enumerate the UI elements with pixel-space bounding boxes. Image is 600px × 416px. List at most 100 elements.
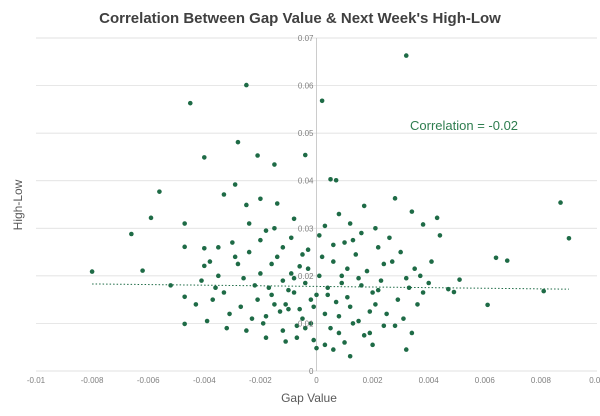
data-point bbox=[241, 275, 246, 281]
data-point bbox=[350, 237, 356, 243]
data-point bbox=[409, 330, 415, 336]
data-point bbox=[207, 259, 213, 264]
data-point bbox=[286, 306, 291, 312]
data-point bbox=[412, 266, 417, 272]
data-point bbox=[286, 287, 291, 293]
data-point bbox=[258, 271, 263, 276]
data-point bbox=[244, 202, 249, 208]
data-point bbox=[140, 268, 145, 273]
data-point bbox=[302, 325, 308, 331]
data-point bbox=[347, 353, 353, 359]
data-points bbox=[89, 53, 572, 359]
data-point bbox=[308, 321, 314, 326]
data-point bbox=[392, 196, 398, 201]
y-tick-label-1: 0.01 bbox=[298, 319, 314, 328]
data-point bbox=[252, 283, 258, 288]
data-point bbox=[283, 302, 288, 307]
data-point bbox=[356, 275, 361, 281]
data-point bbox=[274, 254, 280, 260]
data-point bbox=[336, 313, 342, 319]
data-point bbox=[336, 211, 342, 217]
data-point bbox=[311, 304, 316, 310]
data-point bbox=[300, 252, 305, 257]
data-point bbox=[263, 335, 269, 341]
data-point bbox=[232, 254, 238, 260]
data-point bbox=[403, 275, 409, 281]
tick-labels: 0 0.01 0.02 0.03 0.04 0.05 0.06 0.07 -0.01 -0.008… bbox=[27, 34, 600, 385]
data-point bbox=[417, 273, 423, 279]
data-point bbox=[429, 259, 434, 264]
data-point bbox=[342, 240, 347, 245]
data-point bbox=[336, 330, 342, 336]
x-tick-label-6: 0.002 bbox=[363, 376, 384, 385]
data-point bbox=[401, 316, 406, 321]
data-point bbox=[420, 290, 426, 295]
data-point bbox=[333, 299, 339, 305]
data-point bbox=[193, 302, 199, 307]
data-point bbox=[415, 302, 420, 307]
data-point bbox=[558, 200, 563, 205]
data-point bbox=[308, 297, 314, 302]
y-tick-label-4: 0.04 bbox=[298, 177, 314, 186]
data-point bbox=[274, 201, 280, 206]
data-point bbox=[389, 259, 395, 264]
data-point bbox=[260, 321, 266, 326]
data-point bbox=[361, 203, 367, 209]
data-point bbox=[305, 247, 311, 252]
data-point bbox=[434, 215, 440, 221]
data-point bbox=[221, 290, 227, 295]
data-point bbox=[216, 273, 221, 279]
data-point bbox=[297, 264, 302, 269]
data-point bbox=[387, 235, 392, 241]
y-tick-label-2: 0.02 bbox=[298, 272, 314, 281]
data-point bbox=[89, 269, 95, 274]
data-point bbox=[566, 235, 572, 241]
data-point bbox=[263, 313, 269, 319]
data-point bbox=[280, 278, 286, 283]
data-point bbox=[213, 285, 218, 291]
data-point bbox=[409, 209, 415, 214]
data-point bbox=[168, 283, 173, 288]
data-point bbox=[187, 100, 193, 106]
data-point bbox=[384, 311, 389, 317]
data-point bbox=[353, 252, 359, 257]
data-point bbox=[294, 323, 300, 329]
data-point bbox=[446, 286, 451, 292]
y-axis-title: High-Low bbox=[11, 179, 25, 230]
y-tick-label-3: 0.03 bbox=[298, 224, 314, 233]
data-point bbox=[314, 345, 319, 351]
data-point bbox=[541, 288, 547, 294]
data-point bbox=[322, 223, 328, 229]
x-tick-label-8: 0.006 bbox=[475, 376, 496, 385]
data-point bbox=[406, 285, 412, 291]
data-point bbox=[238, 304, 244, 310]
data-point bbox=[333, 177, 339, 183]
correlation-annotation: Correlation = -0.02 bbox=[410, 118, 518, 133]
data-point bbox=[280, 245, 286, 250]
data-point bbox=[331, 259, 336, 264]
data-point bbox=[227, 311, 232, 317]
data-point bbox=[269, 261, 274, 267]
data-point bbox=[288, 235, 294, 241]
data-point bbox=[420, 222, 426, 227]
data-point bbox=[202, 263, 207, 269]
data-point bbox=[202, 155, 207, 160]
data-point bbox=[266, 285, 272, 291]
x-tick-label-10: 0.01 bbox=[589, 376, 600, 385]
data-point bbox=[272, 302, 277, 307]
data-point bbox=[182, 294, 187, 300]
gridlines bbox=[36, 37, 597, 372]
data-point bbox=[224, 325, 230, 331]
data-point bbox=[294, 335, 300, 341]
data-point bbox=[364, 268, 370, 274]
data-point bbox=[342, 340, 347, 345]
data-point bbox=[280, 328, 286, 333]
data-point bbox=[182, 321, 187, 327]
data-point bbox=[339, 280, 345, 286]
data-point bbox=[297, 306, 302, 312]
data-point bbox=[317, 233, 322, 238]
data-point bbox=[457, 277, 462, 282]
y-tick-label-6: 0.06 bbox=[298, 82, 314, 91]
data-point bbox=[235, 139, 241, 145]
